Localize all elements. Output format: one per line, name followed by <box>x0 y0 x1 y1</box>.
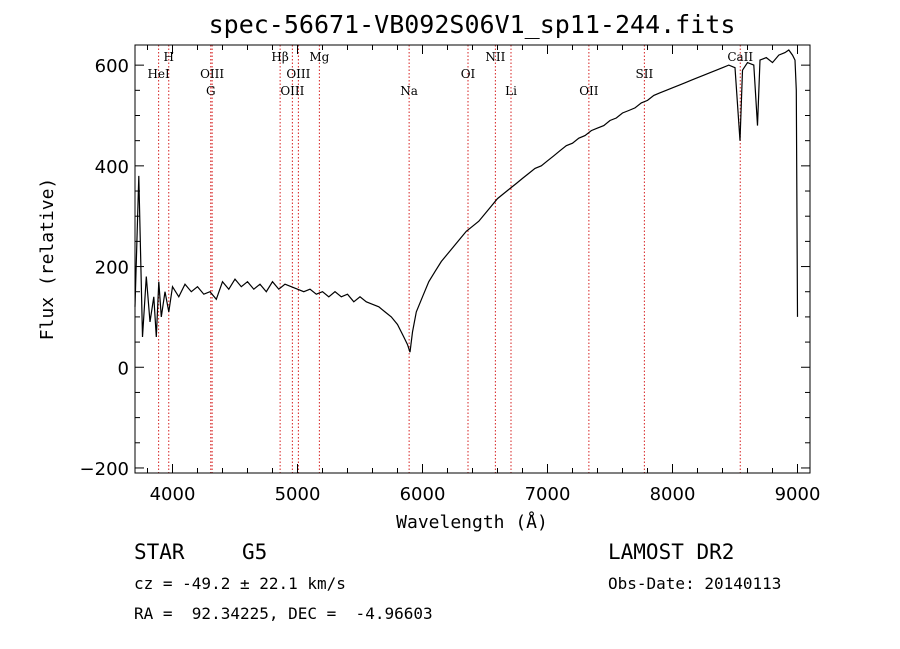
spectral-line-label: OI <box>461 67 476 81</box>
y-tick-label: 0 <box>118 358 129 379</box>
x-tick-label: 9000 <box>775 484 821 505</box>
spectral-line-label: SII <box>636 67 654 81</box>
survey-name: LAMOST DR2 <box>608 540 735 564</box>
y-tick-label: 600 <box>95 56 129 77</box>
x-tick-label: 7000 <box>525 484 571 505</box>
spectral-line-label: Li <box>505 84 517 98</box>
spectral-line-label: OIII <box>286 67 310 81</box>
x-tick-label: 8000 <box>650 484 696 505</box>
spectral-line-label: G <box>206 84 216 98</box>
spectral-line-label: CaII <box>727 50 753 64</box>
line-annotations: HeI H OIII G Hβ OIII OIII Mg Na OI NII Li OII SII CaII <box>147 50 753 98</box>
spectral-line-label: OII <box>579 84 599 98</box>
spectral-subclass: G5 <box>242 540 268 564</box>
chart-title: spec-56671-VB092S06V1_sp11-244.fits <box>209 10 736 39</box>
spectral-line-label: Mg <box>309 50 329 64</box>
y-tick-label: 400 <box>95 157 129 178</box>
object-type: STAR <box>134 540 185 564</box>
spectral-line-label: Hβ <box>271 50 288 64</box>
spectral-line-label: HeI <box>147 67 170 81</box>
redshift-cz: cz = -49.2 ± 22.1 km/s <box>134 574 346 593</box>
observation-date: Obs-Date: 20140113 <box>608 574 782 593</box>
x-tick-label: 5000 <box>275 484 321 505</box>
x-tick-labels: 4000 5000 6000 7000 8000 9000 <box>150 484 821 505</box>
y-tick-labels: −200 0 200 400 600 <box>80 56 129 480</box>
spectral-line-label: Na <box>400 84 418 98</box>
spectral-line-label: OIII <box>280 84 304 98</box>
y-tick-label: −200 <box>80 459 129 480</box>
axis-ticks <box>135 45 810 473</box>
x-tick-label: 6000 <box>400 484 446 505</box>
x-axis-label: Wavelength (Å) <box>396 511 548 533</box>
plot-frame <box>134 44 811 474</box>
spectral-line-label: OIII <box>200 67 224 81</box>
x-tick-label: 4000 <box>150 484 196 505</box>
spectrum-series-line <box>134 49 799 353</box>
spectral-line-label: NII <box>485 50 505 64</box>
spectral-line-label: H <box>164 50 174 64</box>
y-tick-label: 200 <box>95 258 129 279</box>
y-axis-label: Flux (relative) <box>37 178 58 341</box>
ra-dec: RA = 92.34225, DEC = -4.96603 <box>134 604 433 623</box>
spectral-line-markers <box>158 45 741 473</box>
